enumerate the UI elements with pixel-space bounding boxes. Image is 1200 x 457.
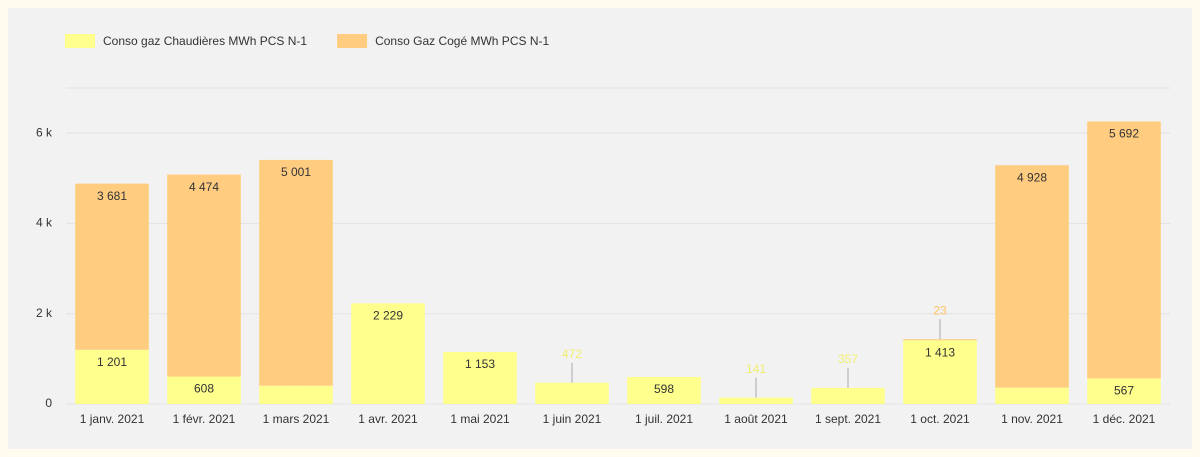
- bar-segment: [1087, 121, 1161, 379]
- y-tick-label: 6 k: [36, 125, 53, 139]
- x-tick-label: 1 juil. 2021: [635, 412, 693, 426]
- bar-segment: [75, 183, 149, 350]
- x-tick-label: 1 oct. 2021: [910, 412, 970, 426]
- x-tick-label: 1 févr. 2021: [173, 412, 236, 426]
- value-label: 4 928: [1017, 170, 1047, 184]
- value-label: 4 474: [189, 180, 219, 194]
- y-tick-label: 2 k: [36, 306, 53, 320]
- y-tick-label: 0: [45, 396, 52, 410]
- x-tick-label: 1 mars 2021: [263, 412, 330, 426]
- bar-segment: [259, 159, 333, 386]
- bar-segment: [259, 385, 333, 404]
- bar-segment: [811, 387, 885, 404]
- value-label: 567: [1114, 384, 1134, 398]
- bar-segment: [627, 377, 701, 404]
- x-tick-label: 1 juin 2021: [543, 412, 602, 426]
- value-label: 1 201: [97, 355, 127, 369]
- bar-segment: [719, 397, 793, 404]
- bar-segment: [1087, 378, 1161, 404]
- value-label: 23: [933, 303, 947, 317]
- bar-segment: [443, 351, 517, 404]
- bar-segment: [75, 349, 149, 404]
- x-tick-label: 1 sept. 2021: [815, 412, 881, 426]
- value-label: 608: [194, 382, 214, 396]
- legend-swatch: [65, 34, 95, 48]
- x-tick-label: 1 avr. 2021: [358, 412, 418, 426]
- x-tick-label: 1 nov. 2021: [1001, 412, 1063, 426]
- bar-segment: [995, 165, 1069, 388]
- bar-segment: [351, 303, 425, 404]
- bar-segment: [167, 174, 241, 377]
- legend-swatch: [337, 34, 368, 48]
- y-tick-label: 4 k: [36, 216, 53, 230]
- x-tick-label: 1 mai 2021: [450, 412, 510, 426]
- value-label: 3 681: [97, 189, 127, 203]
- legend-label: Conso gaz Chaudières MWh PCS N-1: [103, 34, 307, 48]
- value-label: 598: [654, 382, 674, 396]
- value-label: 5 692: [1109, 127, 1139, 141]
- bar-segment: [995, 387, 1069, 404]
- bar-segment: [535, 382, 609, 404]
- x-tick-label: 1 déc. 2021: [1093, 412, 1156, 426]
- value-label: 141: [746, 362, 766, 376]
- bar-segment: [903, 340, 977, 404]
- bar-segment: [903, 339, 977, 341]
- value-label: 2 229: [373, 309, 403, 323]
- value-label: 1 413: [925, 345, 955, 359]
- x-tick-label: 1 août 2021: [724, 412, 788, 426]
- x-tick-label: 1 janv. 2021: [80, 412, 145, 426]
- value-label: 5 001: [281, 165, 311, 179]
- legend-label: Conso Gaz Cogé MWh PCS N-1: [375, 34, 549, 48]
- value-label: 1 153: [465, 357, 495, 371]
- value-label: 472: [562, 347, 582, 361]
- value-label: 357: [838, 352, 858, 366]
- bar-segment: [167, 376, 241, 404]
